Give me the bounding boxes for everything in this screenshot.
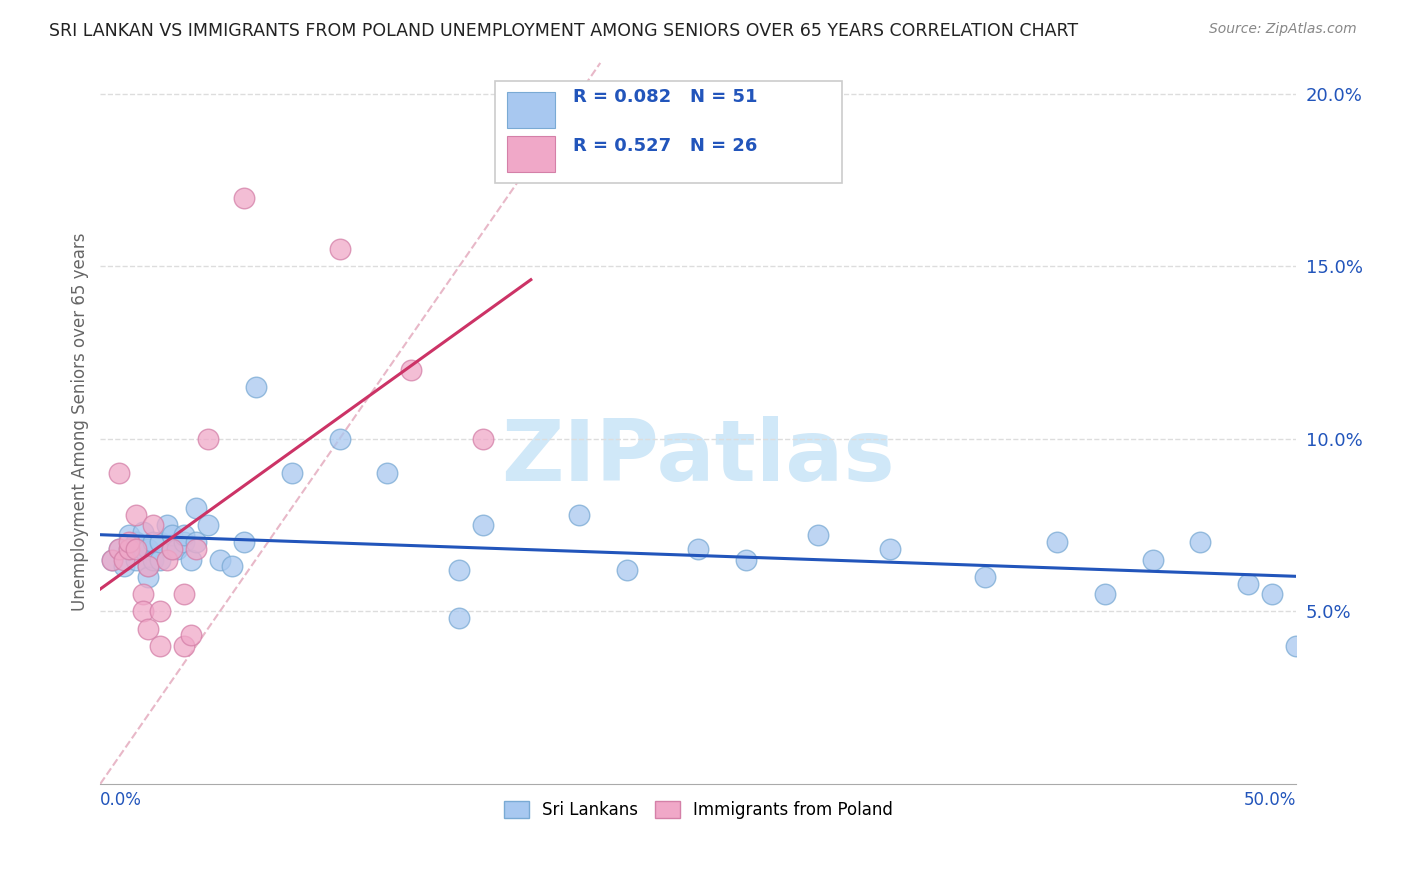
Point (149, 639, 172, 653)
Point (280, 467, 302, 481)
Point (208, 552, 231, 566)
Point (142, 552, 165, 566)
Point (472, 432, 495, 446)
Point (328, 242, 350, 256)
Point (180, 552, 202, 566)
Point (118, 542, 141, 557)
Point (108, 542, 131, 557)
FancyBboxPatch shape (495, 81, 842, 183)
Point (173, 535, 195, 549)
Point (125, 535, 148, 549)
Point (136, 559, 159, 574)
Point (1046, 535, 1069, 549)
Point (132, 542, 155, 557)
FancyBboxPatch shape (508, 92, 555, 128)
Point (136, 622, 159, 636)
Point (160, 542, 183, 557)
Point (1261, 587, 1284, 601)
Point (472, 518, 495, 533)
Point (136, 542, 159, 557)
Point (136, 570, 159, 584)
Point (232, 535, 254, 549)
Point (375, 467, 398, 481)
Point (132, 604, 155, 618)
Text: R = 0.082   N = 51: R = 0.082 N = 51 (572, 88, 758, 106)
Y-axis label: Unemployment Among Seniors over 65 years: Unemployment Among Seniors over 65 years (72, 233, 89, 611)
Point (118, 542, 141, 557)
Point (401, 363, 423, 377)
Point (118, 535, 141, 549)
Point (735, 552, 758, 566)
Point (173, 528, 195, 542)
Point (149, 604, 172, 618)
Point (160, 542, 183, 557)
Point (173, 639, 195, 653)
Point (232, 190, 254, 204)
Point (879, 542, 901, 557)
Point (108, 467, 131, 481)
Point (449, 563, 471, 577)
Point (149, 535, 172, 549)
Text: 50.0%: 50.0% (1244, 791, 1296, 809)
Point (149, 552, 172, 566)
Point (125, 542, 148, 557)
Point (108, 542, 131, 557)
Point (616, 563, 638, 577)
FancyBboxPatch shape (508, 136, 555, 172)
Point (184, 542, 207, 557)
Point (568, 508, 591, 522)
Point (1237, 576, 1260, 591)
Point (974, 570, 997, 584)
Text: Source: ZipAtlas.com: Source: ZipAtlas.com (1209, 22, 1357, 37)
Text: SRI LANKAN VS IMMIGRANTS FROM POLAND UNEMPLOYMENT AMONG SENIORS OVER 65 YEARS CO: SRI LANKAN VS IMMIGRANTS FROM POLAND UNE… (49, 22, 1078, 40)
Point (160, 528, 183, 542)
Point (156, 518, 179, 533)
Text: ZIPatlas: ZIPatlas (502, 417, 896, 500)
Point (1189, 535, 1212, 549)
Point (112, 552, 135, 566)
Point (101, 552, 124, 566)
Point (118, 528, 141, 542)
Point (101, 552, 124, 566)
Point (245, 380, 267, 394)
Point (125, 552, 148, 566)
Text: 0.0%: 0.0% (100, 791, 142, 809)
Point (112, 559, 135, 574)
Point (166, 542, 188, 557)
Point (328, 432, 350, 446)
Point (184, 535, 207, 549)
Point (197, 518, 219, 533)
Point (1285, 639, 1308, 653)
Point (449, 611, 471, 625)
Point (688, 542, 710, 557)
Point (156, 552, 179, 566)
Legend: Sri Lankans, Immigrants from Poland: Sri Lankans, Immigrants from Poland (496, 795, 900, 826)
Point (180, 628, 202, 642)
Point (807, 528, 830, 542)
Point (142, 535, 165, 549)
Point (1094, 587, 1116, 601)
Point (1142, 552, 1164, 566)
Point (142, 518, 165, 533)
Text: R = 0.527   N = 26: R = 0.527 N = 26 (572, 137, 756, 155)
Point (132, 524, 155, 539)
Point (197, 432, 219, 446)
Point (221, 559, 243, 574)
Point (173, 587, 195, 601)
Point (125, 508, 148, 522)
Point (184, 500, 207, 515)
Point (132, 587, 155, 601)
Point (136, 559, 159, 574)
Point (125, 542, 148, 557)
